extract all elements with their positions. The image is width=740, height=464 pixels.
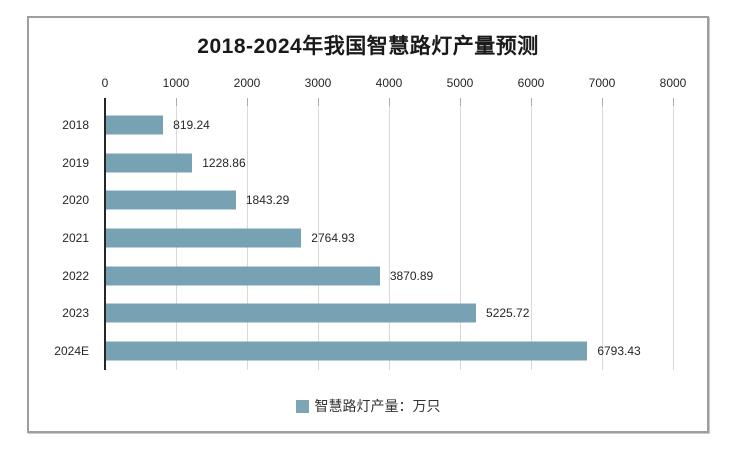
gridline: [673, 106, 674, 370]
x-axis-tick-mark: [531, 98, 532, 106]
bar-row: 2019 1228.86: [62, 144, 673, 182]
x-axis-tick-mark: [389, 98, 390, 106]
bar: [105, 303, 477, 323]
x-axis-tick-mark: [247, 98, 248, 106]
category-axis-line: [104, 98, 106, 370]
value-label: 3870.89: [389, 268, 434, 283]
bar-row: 2021 2764.93: [62, 219, 673, 257]
x-axis-tick-label: 8000: [659, 76, 687, 90]
x-axis-tick-mark: [673, 98, 674, 106]
bar-row: 2020 1843.29: [62, 181, 673, 219]
x-axis-tick-label: 7000: [588, 76, 616, 90]
x-axis-tick-mark: [176, 98, 177, 106]
x-axis-tick-mark: [318, 98, 319, 106]
gridline: [602, 106, 603, 370]
value-label: 819.24: [173, 117, 210, 132]
category-label: 2021: [62, 230, 89, 245]
x-axis-tick-label: 3000: [304, 76, 332, 90]
category-label: 2024E: [54, 344, 89, 359]
bar: [105, 228, 302, 248]
value-label: 5225.72: [486, 306, 530, 321]
category-label: 2020: [62, 193, 89, 208]
category-label: 2018: [62, 117, 89, 132]
bar: [105, 341, 588, 361]
value-label: 6793.43: [597, 344, 641, 359]
bar: [105, 115, 164, 135]
gridline: [318, 106, 319, 370]
category-label: 2019: [62, 155, 89, 170]
value-label: 1843.29: [245, 193, 290, 208]
x-axis-ticks: 0 1000 2000 3000 4000 5000 6000 7000 8000: [101, 76, 687, 94]
x-axis-tick-label: 2000: [233, 76, 261, 90]
bar-row: 2023 5225.72: [62, 295, 673, 333]
bar-row: 2024E 6793.43: [54, 332, 673, 370]
gridline: [531, 106, 532, 370]
bar: [105, 190, 236, 210]
chart-title: 2018-2024年我国智慧路灯产量预测: [197, 35, 539, 58]
x-axis-tick-label: 4000: [375, 76, 403, 90]
legend-label: 智慧路灯产量：万只: [314, 398, 441, 414]
x-axis-tick-label: 1000: [162, 76, 190, 90]
category-label: 2023: [62, 306, 89, 321]
x-axis-tick-mark: [602, 98, 603, 106]
x-axis-tick-label: 6000: [517, 76, 545, 90]
value-label: 1228.86: [202, 155, 246, 170]
x-axis-tick-label: 5000: [446, 76, 474, 90]
gridline: [460, 106, 461, 370]
x-axis-tick-label: 0: [101, 76, 109, 90]
category-label: 2022: [62, 268, 89, 283]
bar-row: 2018 819.24: [62, 106, 673, 144]
x-axis-tick-mark: [460, 98, 461, 106]
value-label: 2764.93: [311, 230, 355, 245]
bar-row: 2022 3870.89: [62, 257, 673, 295]
chart-container: 2018-2024年我国智慧路灯产量预测 0 1000 2000 3000 4000 50…: [27, 16, 709, 433]
legend-marker-icon: [295, 399, 309, 413]
gridline: [389, 106, 390, 370]
bar: [105, 153, 193, 173]
legend: 智慧路灯产量：万只: [29, 396, 707, 416]
plot-area: 2018 819.24 2019 1228.86 2020 1843.29 2021 2764…: [54, 98, 674, 370]
bar: [105, 266, 380, 286]
